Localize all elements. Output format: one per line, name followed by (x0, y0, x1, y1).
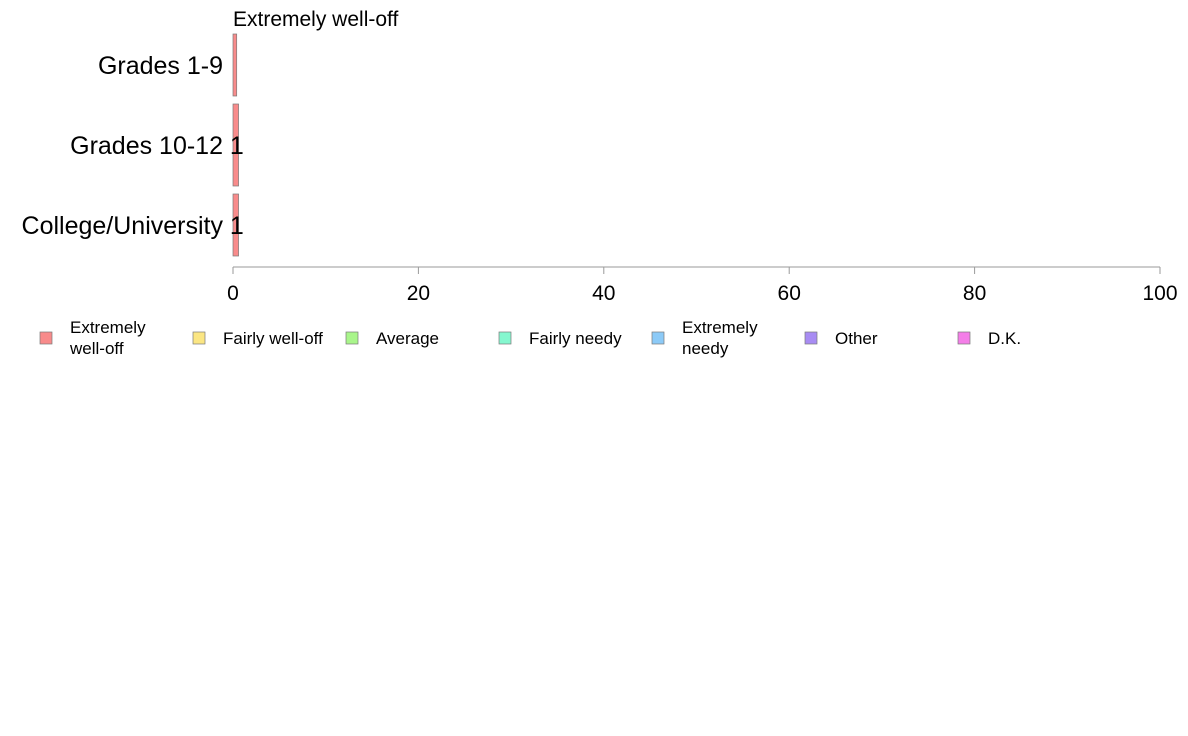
category-label-grades-10-12: Grades 10-12 (70, 132, 223, 160)
bar-value-label-grades-10-12: 1 (230, 132, 244, 160)
x-tick-label-100: 100 (1142, 282, 1177, 305)
legend-label-fairly-well-off: Fairly well-off (223, 329, 323, 348)
bars-group (232, 33, 239, 257)
legend-item-d-k: D.K. (957, 329, 1021, 348)
x-tick-label-20: 20 (407, 282, 430, 305)
x-tick-label-40: 40 (592, 282, 615, 305)
legend-label-extremely-needy: Extremely needy (682, 318, 758, 358)
bar-value-label-college-university: 1 (230, 212, 244, 240)
legend: Extremely well-off Fairly well-off Average F… (39, 318, 1021, 358)
legend-label-other: Other (835, 329, 878, 348)
legend-label-d-k: D.K. (988, 329, 1021, 348)
bar-extremely-well-off-grades-10-12 (232, 103, 239, 187)
bar-labels-group: 11 (230, 132, 244, 240)
bar-extremely-well-off-grades-1-9 (232, 33, 238, 97)
legend-swatch-other (804, 331, 818, 345)
legend-item-extremely-needy: Extremely needy (651, 318, 758, 358)
legend-label-fairly-needy: Fairly needy (529, 329, 622, 348)
legend-label-average: Average (376, 329, 439, 348)
chart-title: Extremely well-off (233, 8, 398, 31)
bar-extremely-well-off-college-university (232, 193, 239, 257)
category-label-grades-1-9: Grades 1-9 (98, 52, 223, 80)
legend-item-average: Average (345, 329, 439, 348)
legend-swatch-extremely-well-off (39, 331, 53, 345)
x-tick-label-80: 80 (963, 282, 986, 305)
legend-swatch-fairly-needy (498, 331, 512, 345)
legend-swatch-d-k (957, 331, 971, 345)
x-axis: 0 20 40 60 80 100 (227, 266, 1178, 305)
chart-title-group: Extremely well-off (233, 8, 398, 31)
legend-item-fairly-well-off: Fairly well-off (192, 329, 323, 348)
x-tick-label-0: 0 (227, 282, 239, 305)
legend-swatch-average (345, 331, 359, 345)
legend-item-fairly-needy: Fairly needy (498, 329, 622, 348)
legend-item-extremely-well-off: Extremely well-off (39, 318, 146, 358)
category-label-college-university: College/University (22, 212, 224, 240)
x-tick-label-60: 60 (778, 282, 801, 305)
legend-item-other: Other (804, 329, 878, 348)
legend-swatch-fairly-well-off (192, 331, 206, 345)
legend-label-extremely-well-off: Extremely well-off (69, 318, 146, 358)
legend-swatch-extremely-needy (651, 331, 665, 345)
y-axis-labels: Grades 1-9 Grades 10-12 College/University (22, 52, 224, 240)
